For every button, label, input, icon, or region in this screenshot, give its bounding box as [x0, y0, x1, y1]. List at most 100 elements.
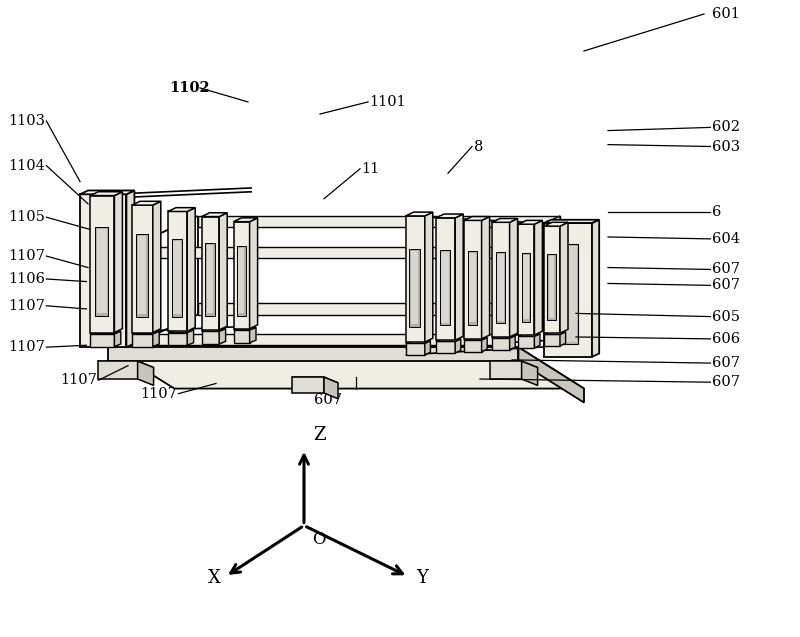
Polygon shape: [406, 343, 425, 355]
Text: 1104: 1104: [8, 159, 45, 173]
Polygon shape: [292, 377, 338, 383]
Polygon shape: [250, 327, 256, 343]
Polygon shape: [406, 212, 433, 216]
Polygon shape: [324, 377, 338, 399]
Polygon shape: [198, 303, 560, 315]
Polygon shape: [132, 331, 159, 334]
Polygon shape: [174, 241, 181, 313]
Polygon shape: [464, 338, 487, 340]
Polygon shape: [492, 218, 518, 222]
Polygon shape: [518, 224, 534, 335]
Polygon shape: [464, 340, 482, 352]
Polygon shape: [94, 231, 113, 333]
Polygon shape: [410, 248, 420, 327]
Polygon shape: [92, 229, 114, 334]
Polygon shape: [138, 361, 154, 385]
Polygon shape: [108, 347, 518, 361]
Text: 1103: 1103: [8, 114, 45, 128]
Polygon shape: [523, 255, 529, 319]
Polygon shape: [518, 336, 534, 348]
Polygon shape: [136, 234, 148, 317]
Polygon shape: [132, 334, 494, 345]
Polygon shape: [90, 334, 114, 347]
Polygon shape: [168, 208, 195, 211]
Polygon shape: [469, 253, 475, 322]
Text: 607: 607: [712, 278, 740, 292]
Polygon shape: [442, 252, 449, 323]
Polygon shape: [98, 361, 138, 379]
Text: 1107: 1107: [8, 340, 45, 354]
Polygon shape: [440, 250, 450, 326]
Text: 606: 606: [712, 332, 740, 346]
Polygon shape: [522, 361, 538, 385]
Polygon shape: [238, 248, 244, 313]
Polygon shape: [482, 217, 490, 339]
Polygon shape: [138, 236, 146, 314]
Polygon shape: [234, 327, 256, 330]
Polygon shape: [492, 336, 515, 338]
Polygon shape: [518, 220, 542, 224]
Polygon shape: [464, 217, 490, 220]
Polygon shape: [132, 205, 153, 333]
Text: 1105: 1105: [8, 210, 45, 224]
Polygon shape: [234, 330, 250, 343]
Polygon shape: [168, 333, 187, 345]
Polygon shape: [98, 361, 154, 368]
Polygon shape: [234, 218, 258, 222]
Polygon shape: [153, 331, 159, 347]
Polygon shape: [234, 222, 250, 329]
Polygon shape: [547, 254, 556, 320]
Text: 602: 602: [712, 120, 740, 134]
Text: 1107: 1107: [60, 373, 97, 387]
Polygon shape: [492, 222, 510, 337]
Polygon shape: [518, 347, 584, 403]
Polygon shape: [490, 361, 538, 368]
Text: X: X: [208, 569, 221, 587]
Polygon shape: [172, 239, 182, 317]
Polygon shape: [556, 244, 578, 344]
Text: 607: 607: [314, 393, 342, 407]
Polygon shape: [153, 201, 161, 333]
Text: 607: 607: [712, 356, 740, 370]
Polygon shape: [544, 226, 560, 333]
Polygon shape: [482, 338, 487, 352]
Text: 604: 604: [712, 232, 740, 246]
Polygon shape: [406, 216, 425, 342]
Polygon shape: [558, 246, 577, 342]
Polygon shape: [202, 213, 227, 217]
Polygon shape: [544, 222, 568, 226]
Text: 607: 607: [712, 262, 740, 276]
Polygon shape: [114, 192, 122, 333]
Polygon shape: [522, 253, 530, 322]
Text: O: O: [312, 531, 326, 548]
Polygon shape: [95, 227, 109, 316]
Polygon shape: [490, 361, 522, 379]
Polygon shape: [436, 218, 455, 340]
Text: 8: 8: [474, 140, 483, 154]
Polygon shape: [492, 338, 510, 350]
Polygon shape: [467, 251, 477, 325]
Text: 1106: 1106: [8, 272, 45, 286]
Polygon shape: [90, 331, 121, 334]
Polygon shape: [237, 247, 246, 316]
Polygon shape: [544, 332, 566, 334]
Polygon shape: [90, 196, 114, 333]
Polygon shape: [80, 194, 126, 347]
Polygon shape: [168, 330, 194, 333]
Polygon shape: [108, 347, 584, 389]
Polygon shape: [544, 334, 560, 346]
Polygon shape: [205, 243, 214, 317]
Text: 1101: 1101: [370, 95, 406, 109]
Text: 607: 607: [712, 375, 740, 389]
Polygon shape: [425, 212, 433, 342]
Polygon shape: [411, 250, 418, 324]
Polygon shape: [592, 220, 599, 357]
Polygon shape: [534, 334, 540, 348]
Polygon shape: [132, 201, 161, 205]
Text: Z: Z: [314, 426, 326, 444]
Text: 1107: 1107: [8, 299, 45, 313]
Polygon shape: [436, 341, 455, 353]
Polygon shape: [250, 218, 258, 329]
Polygon shape: [168, 211, 187, 331]
Polygon shape: [219, 213, 227, 330]
